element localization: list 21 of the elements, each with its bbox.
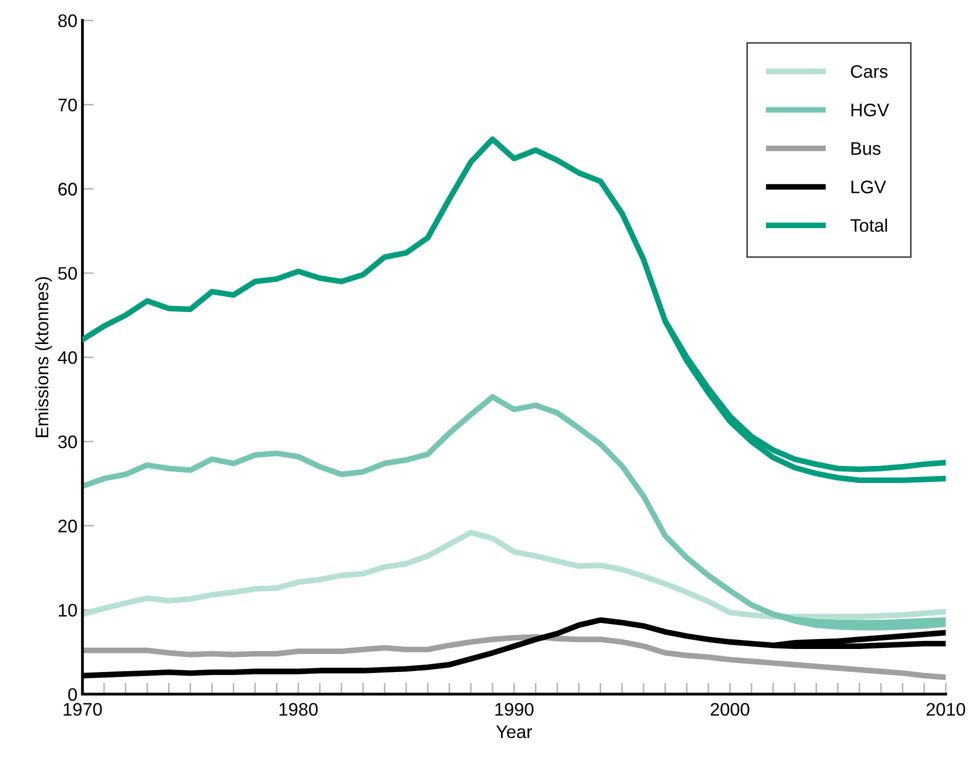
legend-label: HGV	[852, 104, 890, 116]
y-tick-label: 20	[58, 520, 77, 532]
y-axis-title: Emissions (ktonnes)	[35, 277, 52, 438]
x-tick-label: 1980	[280, 702, 318, 716]
y-tick-label: 0	[68, 688, 77, 701]
x-tick-label: 1990	[495, 702, 534, 716]
y-tick-label: 10	[58, 604, 77, 617]
y-tick-label: 60	[58, 182, 77, 196]
legend-label: Total	[850, 218, 887, 232]
x-tick-label: 2000	[710, 702, 750, 716]
legend-label: Cars	[850, 65, 888, 78]
legend-label: LGV	[852, 180, 886, 194]
y-tick-label: 80	[58, 14, 77, 28]
y-tick-label: 30	[58, 435, 77, 448]
y-tick-label: 70	[58, 98, 77, 112]
x-tick-label: 1970	[64, 702, 102, 716]
y-tick-label: 40	[58, 351, 77, 364]
y-tick-label: 50	[58, 267, 77, 280]
x-axis-title: Year	[496, 726, 532, 738]
x-tick-label: 2010	[926, 702, 966, 716]
legend-label: Bus	[852, 142, 880, 155]
